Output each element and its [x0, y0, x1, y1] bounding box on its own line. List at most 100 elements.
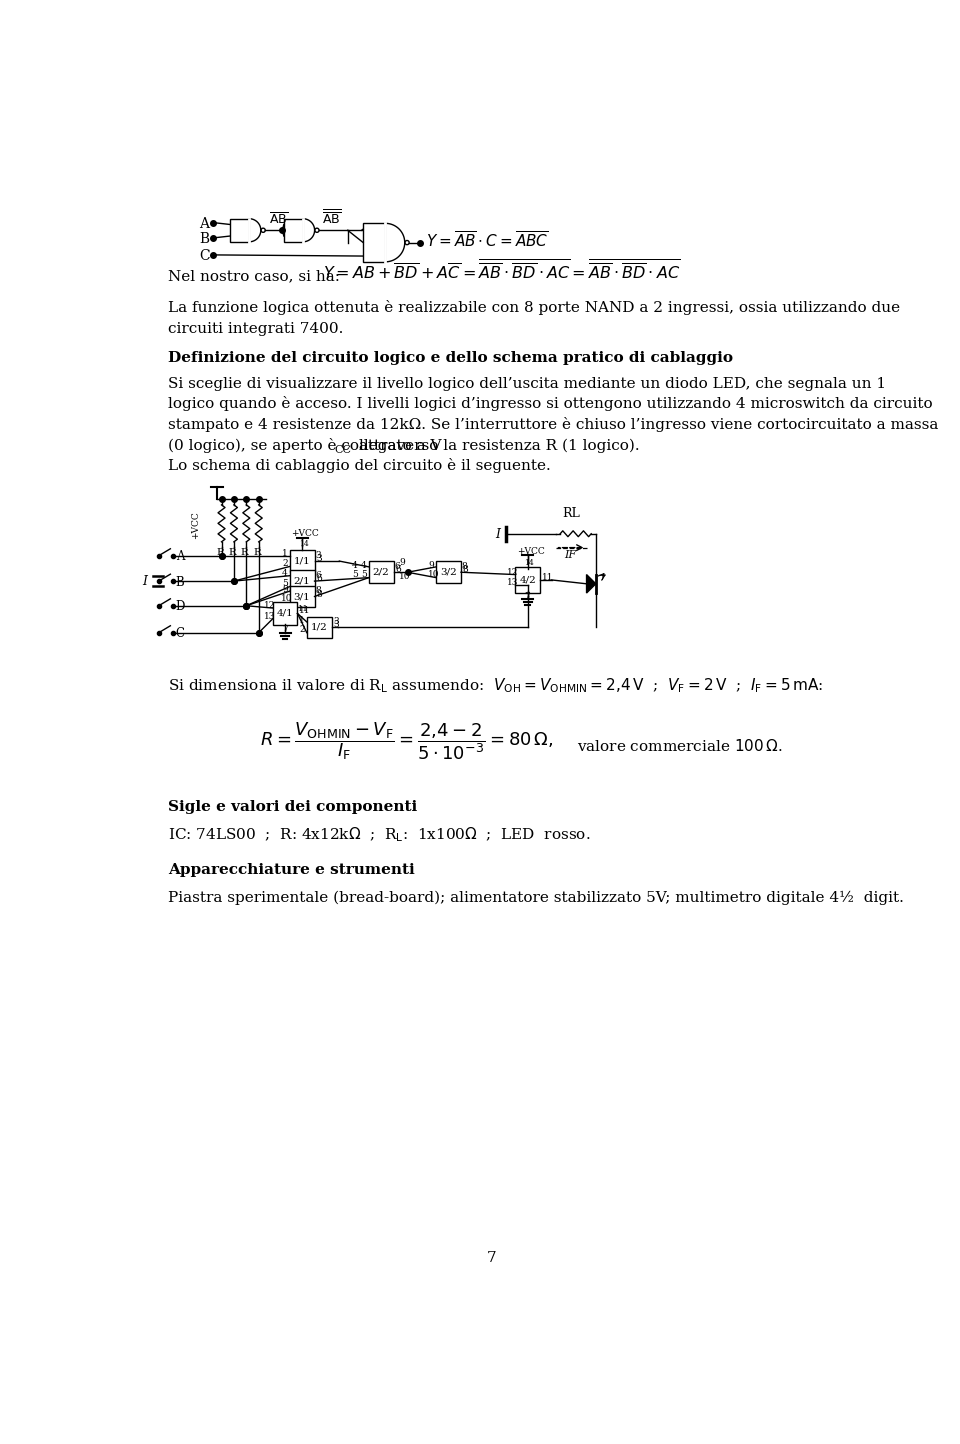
Text: circuiti integrati 7400.: circuiti integrati 7400. — [168, 322, 344, 336]
Text: 3: 3 — [316, 554, 322, 563]
Text: 1/1: 1/1 — [294, 556, 310, 566]
Text: Nel nostro caso, si ha:: Nel nostro caso, si ha: — [168, 270, 340, 283]
Text: 5: 5 — [282, 579, 288, 588]
Text: 4: 4 — [361, 560, 367, 569]
Text: I: I — [142, 575, 148, 588]
Text: $Y = \overline{AB} \cdot C = \overline{ABC}$: $Y = \overline{AB} \cdot C = \overline{A… — [426, 231, 549, 251]
Text: R: R — [241, 547, 249, 557]
Text: $R = \dfrac{V_{\rm OHMIN} - V_{\rm F}}{I_{\rm F}} = \dfrac{2{,}4 - 2}{5 \cdot 10: $R = \dfrac{V_{\rm OHMIN} - V_{\rm F}}{I… — [259, 721, 553, 762]
Circle shape — [315, 228, 319, 232]
Text: C: C — [199, 250, 209, 263]
Bar — [290, 550, 315, 572]
Text: CC: CC — [334, 445, 351, 455]
Text: D: D — [176, 601, 185, 614]
Text: Si dimensiona il valore di R$_{\rm L}$ assumendo:  $V_{\rm OH} = V_{\rm OHMIN} =: Si dimensiona il valore di R$_{\rm L}$ a… — [168, 676, 824, 695]
Text: 13: 13 — [264, 612, 276, 621]
Text: 6: 6 — [316, 575, 322, 583]
Text: (0 logico), se aperto è collegato a V: (0 logico), se aperto è collegato a V — [168, 438, 442, 452]
Text: 2: 2 — [282, 559, 288, 567]
Bar — [516, 567, 540, 592]
Text: IC: 74LS00  ;  R: 4x12k$\Omega$  ;  R$_{\rm L}$:  1x100$\Omega$  ;  LED  rosso.: IC: 74LS00 ; R: 4x12k$\Omega$ ; R$_{\rm … — [168, 825, 590, 843]
Text: 12: 12 — [507, 567, 518, 576]
Text: 8: 8 — [316, 589, 322, 598]
Text: IF: IF — [564, 550, 576, 560]
Text: 4/2: 4/2 — [519, 576, 536, 585]
Text: 7: 7 — [524, 592, 530, 601]
Bar — [230, 218, 250, 241]
Text: 3/1: 3/1 — [294, 592, 310, 601]
Bar — [290, 586, 315, 608]
Text: 7: 7 — [282, 625, 288, 634]
Bar — [307, 617, 331, 638]
Text: C: C — [176, 627, 184, 640]
Text: 11: 11 — [299, 606, 310, 615]
Text: B: B — [199, 232, 209, 247]
Text: 6: 6 — [395, 562, 400, 572]
Text: 8: 8 — [315, 586, 321, 595]
Text: 4/1: 4/1 — [276, 609, 294, 618]
Text: 10: 10 — [427, 570, 439, 579]
Text: +VCC: +VCC — [291, 530, 319, 539]
Text: Definizione del circuito logico e dello schema pratico di cablaggio: Definizione del circuito logico e dello … — [168, 351, 733, 365]
Bar — [369, 562, 394, 583]
Text: stampato e 4 resistenze da 12kΩ. Se l’interruttore è chiuso l’ingresso viene cor: stampato e 4 resistenze da 12kΩ. Se l’in… — [168, 417, 939, 432]
Text: 10: 10 — [399, 572, 411, 580]
Text: 5: 5 — [351, 570, 357, 579]
Bar — [290, 570, 315, 592]
Text: 3: 3 — [315, 552, 321, 560]
Bar — [273, 602, 298, 625]
Text: +VCC: +VCC — [516, 547, 544, 556]
Text: 7: 7 — [487, 1251, 497, 1265]
Text: +VCC: +VCC — [191, 511, 201, 539]
Text: 8: 8 — [462, 562, 468, 572]
Text: Apparecchiature e strumenti: Apparecchiature e strumenti — [168, 864, 415, 878]
Bar — [284, 218, 303, 241]
Text: 14: 14 — [524, 559, 535, 567]
Text: 3: 3 — [333, 621, 339, 630]
Text: 8: 8 — [463, 565, 468, 575]
Circle shape — [261, 228, 265, 232]
Text: 1: 1 — [299, 615, 304, 625]
Text: valore commerciale $100\,\Omega$.: valore commerciale $100\,\Omega$. — [577, 738, 783, 754]
Text: logico quando è acceso. I livelli logici d’ingresso si ottengono utilizzando 4 m: logico quando è acceso. I livelli logici… — [168, 396, 933, 412]
Text: R: R — [253, 547, 261, 557]
Text: 2: 2 — [299, 625, 304, 634]
Text: R: R — [228, 547, 236, 557]
Text: Si sceglie di visualizzare il livello logico dell’uscita mediante un diodo LED, : Si sceglie di visualizzare il livello lo… — [168, 377, 886, 391]
Text: 2/1: 2/1 — [294, 576, 310, 586]
Text: attraverso la resistenza R (1 logico).: attraverso la resistenza R (1 logico). — [354, 438, 639, 452]
Text: 6: 6 — [315, 570, 321, 580]
Text: 5: 5 — [361, 570, 367, 579]
Text: Lo schema di cablaggio del circuito è il seguente.: Lo schema di cablaggio del circuito è il… — [168, 458, 551, 474]
Text: 14: 14 — [299, 540, 309, 549]
Text: I: I — [495, 527, 500, 540]
Text: B: B — [176, 576, 184, 589]
Text: 12: 12 — [264, 601, 276, 609]
Text: 3/2: 3/2 — [441, 567, 457, 576]
Text: $\overline{\overline{\rm AB}}$: $\overline{\overline{\rm AB}}$ — [323, 209, 341, 227]
Text: RL: RL — [563, 507, 580, 520]
Text: 11: 11 — [541, 573, 553, 582]
Text: 4: 4 — [351, 560, 357, 569]
Text: 1: 1 — [282, 550, 288, 559]
Text: $\overline{\rm AB}$: $\overline{\rm AB}$ — [269, 212, 288, 227]
Text: Piastra sperimentale (bread-board); alimentatore stabilizzato 5V; multimetro dig: Piastra sperimentale (bread-board); alim… — [168, 891, 904, 905]
Polygon shape — [587, 575, 596, 593]
Text: La funzione logica ottenuta è realizzabile con 8 porte NAND a 2 ingressi, ossia : La funzione logica ottenuta è realizzabi… — [168, 300, 900, 315]
Text: 13: 13 — [507, 579, 518, 588]
Text: 10: 10 — [281, 593, 293, 604]
Text: 3: 3 — [333, 617, 339, 627]
Text: 6: 6 — [396, 565, 401, 575]
Text: A: A — [176, 550, 184, 563]
Text: 9: 9 — [399, 559, 405, 567]
Circle shape — [405, 241, 409, 244]
Text: Sigle e valori dei componenti: Sigle e valori dei componenti — [168, 800, 418, 814]
Text: 1/2: 1/2 — [311, 622, 327, 632]
Text: 9: 9 — [428, 560, 434, 569]
Text: 11: 11 — [299, 605, 309, 614]
Text: 2/2: 2/2 — [372, 567, 390, 576]
Text: A: A — [199, 217, 209, 231]
Bar — [436, 562, 461, 583]
Text: $Y = AB + \overline{BD} + A\overline{C} = \overline{\overline{AB} \cdot \overlin: $Y = AB + \overline{BD} + A\overline{C} … — [324, 260, 681, 284]
Text: 9: 9 — [282, 585, 288, 593]
